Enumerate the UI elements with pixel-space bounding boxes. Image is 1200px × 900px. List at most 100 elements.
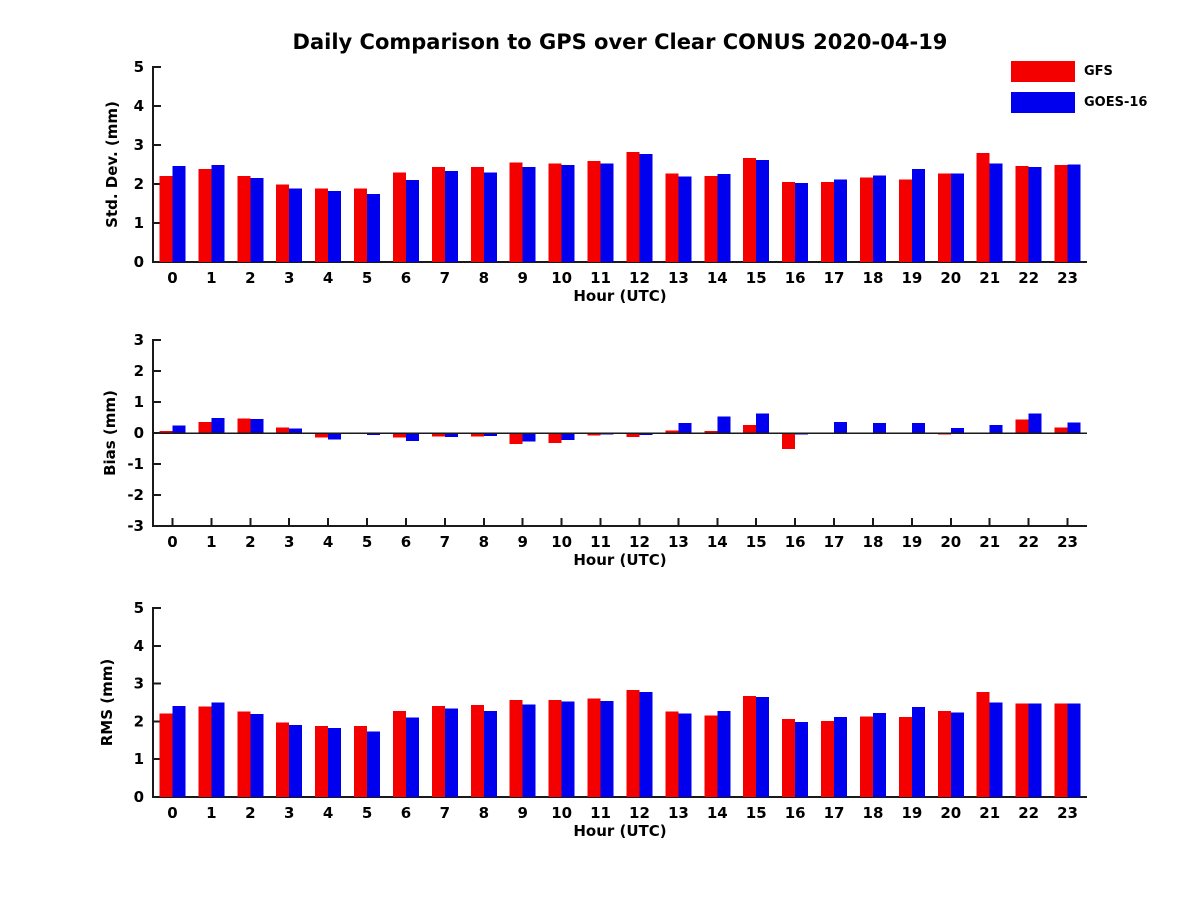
bar-goes16-h7 (444, 433, 458, 438)
bar-goes16-h9 (522, 433, 536, 442)
x-tick-label: 6 (401, 269, 411, 287)
bar-goes16-h10 (561, 701, 575, 797)
x-tick-label: 23 (1057, 269, 1078, 287)
bar-gfs-h8 (470, 705, 484, 797)
bar-gfs-h5 (354, 725, 368, 797)
bar-goes16-h15 (756, 413, 770, 433)
x-tick-label: 5 (362, 533, 372, 551)
x-tick-label: 4 (323, 533, 333, 551)
bar-goes16-h2 (250, 178, 264, 262)
x-tick-label: 10 (551, 533, 572, 551)
y-tick-label: 2 (134, 175, 144, 193)
y-tick-label: 0 (134, 424, 144, 442)
y-tick-label: 5 (134, 599, 144, 617)
bar-gfs-h9 (509, 433, 523, 445)
bar-goes16-h12 (639, 153, 653, 262)
bar-goes16-h2 (250, 714, 264, 797)
bar-goes16-h20 (950, 428, 964, 433)
x-tick-label: 5 (362, 804, 372, 822)
bar-gfs-h21 (976, 153, 990, 262)
bar-gfs-h22 (1015, 419, 1029, 433)
bar-gfs-h2 (237, 418, 251, 433)
x-tick-label: 9 (517, 804, 527, 822)
x-tick-label: 18 (863, 533, 884, 551)
bar-goes16-h9 (522, 704, 536, 797)
bar-gfs-h7 (431, 705, 445, 797)
bar-goes16-h14 (717, 173, 731, 262)
x-tick-label: 19 (901, 269, 922, 287)
legend-swatch-goes16 (1011, 92, 1075, 113)
bar-goes16-h10 (561, 164, 575, 262)
bar-goes16-h16 (795, 433, 809, 435)
x-axis-label: Hour (UTC) (573, 287, 666, 305)
x-tick-label: 21 (979, 269, 1000, 287)
bar-goes16-h3 (289, 725, 303, 797)
bar-gfs-h16 (782, 718, 796, 797)
y-tick-label: -2 (127, 486, 144, 504)
x-tick-label: 0 (167, 269, 177, 287)
x-tick-label: 12 (629, 533, 650, 551)
bar-gfs-h2 (237, 175, 251, 262)
bar-gfs-h6 (392, 710, 406, 797)
x-tick-label: 22 (1018, 804, 1039, 822)
bar-goes16-h23 (1067, 422, 1081, 433)
bar-gfs-h20 (937, 433, 951, 435)
bar-gfs-h6 (392, 172, 406, 262)
bar-goes16-h21 (989, 702, 1003, 797)
bar-gfs-h3 (276, 184, 290, 262)
bar-goes16-h7 (444, 171, 458, 262)
bar-goes16-h1 (211, 164, 225, 262)
y-tick-label: -1 (127, 455, 144, 473)
bar-goes16-h4 (328, 727, 342, 797)
legend: GFS GOES-16 (1011, 61, 1147, 123)
legend-label-goes16: GOES-16 (1084, 95, 1148, 110)
bar-gfs-h14 (704, 715, 718, 797)
bar-goes16-h14 (717, 710, 731, 797)
x-tick-label: 18 (863, 804, 884, 822)
chart-title: Daily Comparison to GPS over Clear CONUS… (292, 30, 948, 54)
y-tick-label: 1 (134, 393, 144, 411)
y-tick-label: 3 (134, 331, 144, 349)
bar-goes16-h16 (795, 183, 809, 262)
x-tick-label: 8 (479, 269, 489, 287)
x-tick-label: 13 (668, 533, 689, 551)
y-axis-label: RMS (mm) (98, 659, 116, 746)
x-tick-label: 17 (824, 533, 845, 551)
x-tick-label: 6 (401, 533, 411, 551)
x-tick-label: 21 (979, 533, 1000, 551)
bar-goes16-h8 (483, 710, 497, 797)
y-tick-label: 4 (134, 97, 144, 115)
y-tick-label: 2 (134, 712, 144, 730)
bar-goes16-h3 (289, 188, 303, 262)
bar-goes16-h12 (639, 691, 653, 797)
bar-goes16-h4 (328, 433, 342, 440)
x-tick-label: 8 (479, 804, 489, 822)
y-tick-label: 1 (134, 214, 144, 232)
bar-gfs-h1 (198, 706, 212, 797)
bar-gfs-h13 (665, 711, 679, 797)
bar-gfs-h11 (587, 698, 601, 797)
x-tick-label: 11 (590, 533, 611, 551)
bar-gfs-h22 (1015, 703, 1029, 797)
bar-gfs-h23 (1054, 164, 1068, 262)
bar-goes16-h11 (600, 700, 614, 797)
bar-goes16-h20 (950, 712, 964, 797)
y-tick-label: 3 (134, 136, 144, 154)
bar-gfs-h8 (470, 166, 484, 262)
y-tick-label: -3 (127, 517, 144, 535)
bar-gfs-h3 (276, 722, 290, 797)
x-tick-label: 10 (551, 269, 572, 287)
y-tick-label: 2 (134, 362, 144, 380)
bar-goes16-h0 (172, 705, 186, 797)
x-axis-label: Hour (UTC) (573, 551, 666, 569)
bar-gfs-h10 (548, 433, 562, 443)
bar-gfs-h0 (159, 713, 173, 797)
bar-gfs-h10 (548, 163, 562, 262)
bar-goes16-h7 (444, 708, 458, 797)
x-tick-label: 2 (245, 269, 255, 287)
bar-goes16-h2 (250, 419, 264, 433)
bar-goes16-h6 (405, 180, 419, 262)
bar-goes16-h18 (872, 713, 886, 797)
